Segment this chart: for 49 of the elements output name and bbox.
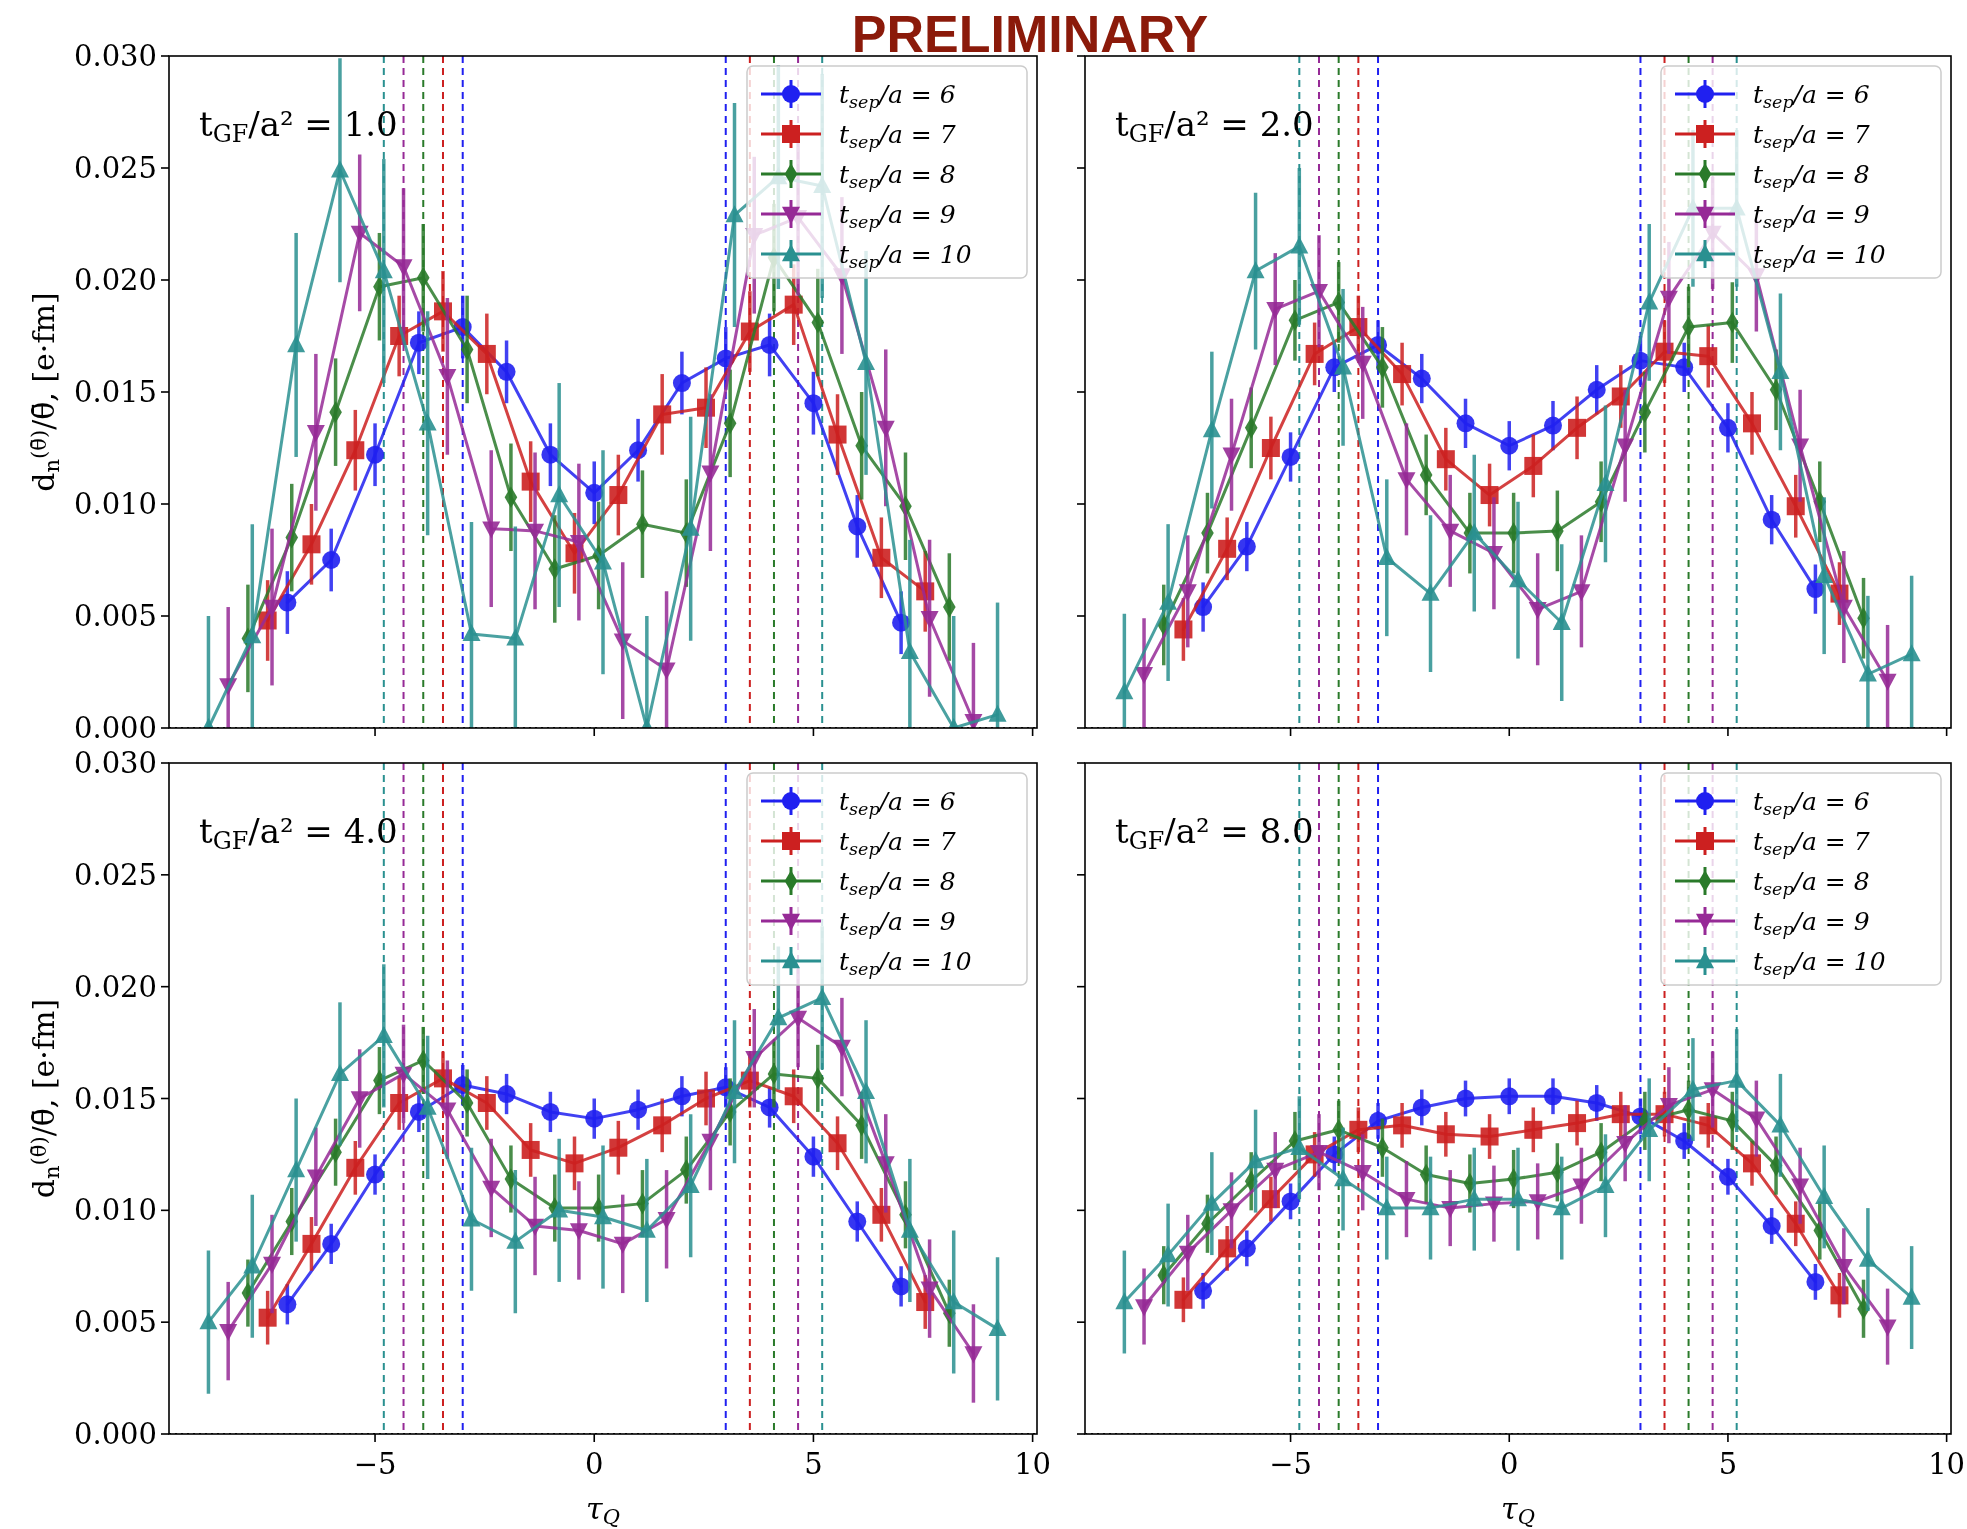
y-tick-label: 0.015 [73,375,157,410]
legend-label: t$_{sep}$/a = 6 [839,80,956,112]
legend-label: t$_{sep}$/a = 9 [839,200,956,232]
legend-label: t$_{sep}$/a = 10 [1753,240,1886,272]
y-tick-label: 0.030 [73,39,157,74]
legend-label: t$_{sep}$/a = 9 [839,907,956,939]
legend-label: t$_{sep}$/a = 7 [839,120,956,152]
x-tick-label: −5 [353,1447,397,1481]
y-tick-label: 0.000 [73,711,157,746]
annotation: t$_{GF}$/a² = 2.0 [1115,104,1314,148]
legend-label: t$_{sep}$/a = 10 [839,240,972,272]
legend-label: t$_{sep}$/a = 7 [1753,120,1870,152]
x-tick-label: 0 [585,1447,604,1481]
x-tick-label: 5 [1718,1447,1738,1481]
legend-label: t$_{sep}$/a = 6 [839,787,956,819]
x-tick-label: 10 [1928,1447,1966,1481]
x-tick-label: −5 [1269,1447,1312,1481]
legend-label: t$_{sep}$/a = 10 [839,947,972,979]
legend-label: t$_{sep}$/a = 7 [839,827,956,859]
y-tick-label: 0.025 [73,857,157,892]
x-axis-title: τ$_{Q}$ [1501,1491,1535,1529]
y-tick-label: 0.005 [73,1305,157,1340]
y-tick-label: 0.005 [73,599,157,634]
y-tick-label: 0.020 [73,969,157,1004]
y-tick-label: 0.000 [73,1417,157,1452]
legend-label: t$_{sep}$/a = 8 [1753,160,1870,192]
y-tick-label: 0.020 [73,263,157,298]
x-tick-label: 5 [804,1447,823,1481]
legend-label: t$_{sep}$/a = 8 [839,867,956,899]
legend-label: t$_{sep}$/a = 10 [1753,947,1886,979]
annotation: t$_{GF}$/a² = 4.0 [199,811,398,855]
y-tick-label: 0.010 [73,487,157,522]
annotation: t$_{GF}$/a² = 8.0 [1115,811,1314,855]
legend-label: t$_{sep}$/a = 8 [1753,867,1870,899]
y-tick-label: 0.010 [73,1193,157,1228]
y-tick-label: 0.030 [73,746,157,781]
legend-label: t$_{sep}$/a = 9 [1753,200,1870,232]
legend-label: t$_{sep}$/a = 6 [1753,80,1870,112]
x-tick-label: 0 [1500,1447,1519,1481]
y-tick-label: 0.025 [73,151,157,186]
chart-title: PRELIMINARY [851,5,1209,63]
annotation: t$_{GF}$/a² = 1.0 [199,104,398,148]
legend-label: t$_{sep}$/a = 9 [1753,907,1870,939]
x-tick-label: 10 [1014,1447,1052,1481]
legend-label: t$_{sep}$/a = 8 [839,160,956,192]
x-axis-title: τ$_{Q}$ [586,1491,620,1529]
legend-label: t$_{sep}$/a = 7 [1753,827,1870,859]
legend-label: t$_{sep}$/a = 6 [1753,787,1870,819]
y-tick-label: 0.015 [73,1081,157,1116]
